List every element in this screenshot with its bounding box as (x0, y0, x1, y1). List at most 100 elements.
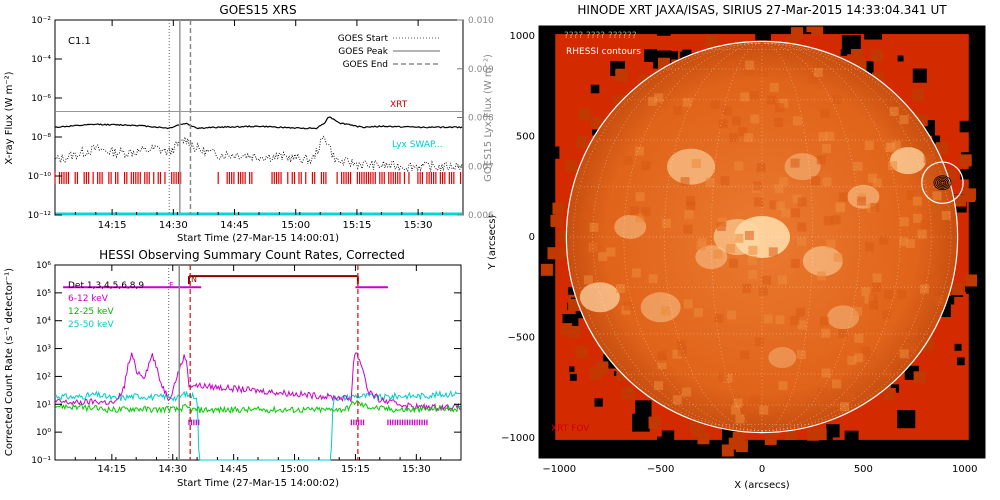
sun-texture-block (683, 299, 693, 309)
sun-texture-block (648, 274, 658, 284)
sun-texture-block (744, 133, 754, 143)
sun-texture-block (672, 349, 682, 359)
sun-dark-patch (897, 55, 904, 62)
sun-limb-patch (954, 194, 967, 207)
sun-texture-block (750, 90, 760, 100)
sun-texture-block (582, 209, 592, 219)
sun-texture-block (769, 200, 779, 210)
sun-texture-block (779, 98, 789, 108)
sun-texture-block (742, 283, 752, 293)
goes-content (54, 20, 463, 216)
goes-ytick-label: 10⁻⁸ (31, 133, 51, 143)
sun-xtick-label: −500 (647, 464, 674, 475)
sun-dark-patch (932, 135, 941, 144)
sun-rhessi-contour (935, 176, 950, 189)
sun-ytick-label: −500 (508, 332, 535, 343)
sun-limb-patch (951, 283, 964, 296)
sun-texture-block (684, 209, 694, 219)
sun-texture-block (820, 108, 830, 118)
sun-dark-patch (644, 49, 658, 62)
sun-texture-block (919, 284, 929, 294)
sun-texture-block (821, 368, 831, 378)
goes-xrt-label: XRT (390, 100, 408, 110)
sun-texture-block (796, 307, 806, 317)
goes-ytick-label: 10⁻² (31, 16, 51, 26)
sun-texture-block (635, 192, 645, 202)
sun-texture-block (796, 349, 806, 359)
sun-texture-block (889, 116, 899, 126)
goes-lyx-label: Lyx SWAP... (392, 140, 443, 150)
sun-limb-patch (959, 154, 972, 167)
sun-bright-region (640, 292, 681, 323)
sun-texture-block (769, 82, 779, 92)
sun-texture-block (665, 376, 675, 386)
sun-dark-patch (569, 373, 577, 381)
sun-texture-block (734, 161, 744, 171)
goes-axes: 14:15 14:30 14:45 15:00 15:15 15:30 10⁻¹² 10⁻¹⁰… (28, 16, 494, 231)
sun-texture-block (792, 194, 802, 204)
sun-ytick-label: 500 (516, 132, 535, 143)
sun-texture-block (852, 306, 862, 316)
sun-texture-block (758, 286, 768, 296)
sun-texture-block (868, 293, 878, 303)
sun-texture-block (822, 144, 832, 154)
sun-limb-patch (565, 160, 578, 173)
sun-texture-block (635, 146, 645, 156)
sun-dark-patch (826, 424, 840, 438)
sun-texture-block (698, 237, 708, 247)
goes-legend: GOES Start GOES Peak GOES End (338, 34, 440, 70)
sun-texture-block (884, 289, 894, 299)
sun-limb-patch (721, 444, 734, 457)
sun-texture-block (790, 158, 800, 168)
goes-plot-frame (54, 19, 464, 216)
sun-texture-block (930, 275, 940, 285)
sun-texture-block (907, 342, 917, 352)
sun-texture-block (716, 222, 726, 232)
sun-texture-block (775, 315, 785, 325)
sun-dark-patch (631, 413, 650, 432)
goes-series-lyx (54, 135, 463, 173)
sun-dark-patch (635, 400, 652, 417)
goes-y2tick-label: 0.009 (468, 65, 494, 75)
sun-texture-block (657, 360, 667, 370)
sun-texture-block (917, 229, 927, 239)
sun-limb-patch (568, 325, 581, 338)
sun-texture-block (854, 333, 864, 343)
sun-texture-block (635, 213, 645, 223)
sun-limb-patch (575, 345, 588, 358)
hessi-ytick-label: 10⁵ (36, 289, 51, 299)
sun-ytick-label: 0 (529, 232, 535, 243)
sun-texture-block (718, 119, 728, 129)
sun-bright-region (889, 147, 926, 175)
sun-dark-patch (956, 357, 965, 366)
sun-texture-block (752, 181, 762, 191)
goes-y2tick-label: 0.008 (468, 114, 494, 124)
sun-texture-block (631, 268, 641, 278)
sun-texture-block (853, 161, 863, 171)
sun-xtick-label: −1000 (542, 464, 576, 475)
sun-dark-patch (959, 120, 972, 133)
sun-image (539, 26, 985, 458)
goes-legend-end: GOES End (343, 60, 388, 70)
sun-texture-block (854, 353, 864, 363)
sun-limb-patch (590, 117, 603, 130)
sun-texture-block (677, 347, 687, 357)
sun-texture-block (923, 154, 933, 164)
sun-texture-block (775, 103, 785, 113)
sun-dark-patch (954, 343, 962, 351)
sun-texture-block (899, 349, 909, 359)
sun-dark-patch (897, 410, 916, 429)
sun-ylabel: Y (arcsecs) (487, 215, 498, 271)
sun-texture-block (778, 381, 788, 391)
goes-series-xrt (54, 116, 463, 130)
sun-texture-block (889, 106, 899, 116)
sun-texture-block (857, 196, 867, 206)
goes-ylabel: X-ray Flux (W m⁻²) (4, 71, 15, 164)
hessi-legend-25-50: 25-50 keV (68, 320, 114, 330)
sun-texture-block (672, 395, 682, 405)
sun-texture-block (733, 398, 743, 408)
sun-texture-block (681, 387, 691, 397)
sun-texture-block (727, 310, 737, 320)
hessi-series-25-50-kev (54, 389, 461, 461)
sun-texture-block (661, 218, 671, 228)
